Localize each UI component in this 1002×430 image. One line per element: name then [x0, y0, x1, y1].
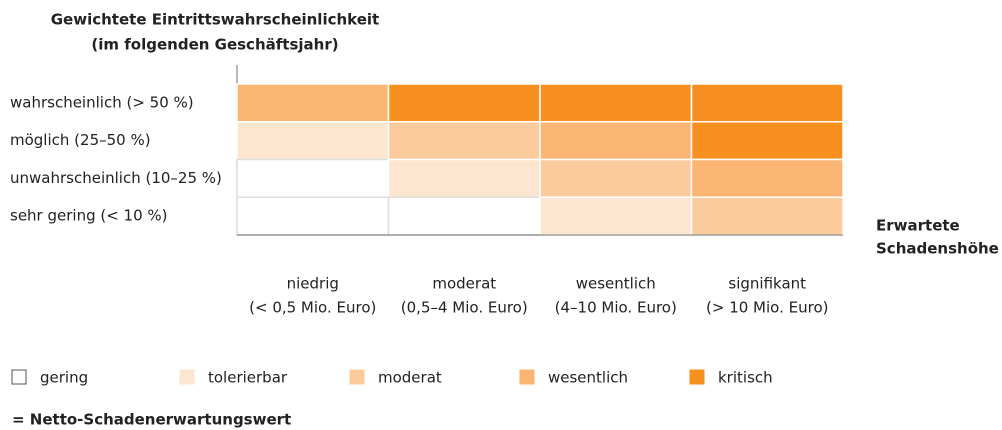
cell	[387, 121, 541, 161]
cell	[387, 158, 541, 198]
cell	[236, 83, 390, 123]
legend-label: gering	[40, 369, 88, 387]
cell	[539, 196, 693, 236]
column-label: wesentlich	[576, 275, 656, 293]
cell	[236, 158, 390, 198]
legend-label: moderat	[378, 369, 442, 387]
cell	[690, 83, 844, 123]
column-label: (4–10 Mio. Euro)	[555, 299, 677, 317]
column-label: niedrig	[287, 275, 339, 293]
cell	[387, 196, 541, 236]
cell	[690, 121, 844, 161]
cell	[539, 121, 693, 161]
column-label: moderat	[432, 275, 496, 293]
cell	[236, 196, 390, 236]
row-label: wahrscheinlich (> 50 %)	[10, 93, 194, 111]
legend-swatch	[11, 369, 27, 385]
column-label: (0,5–4 Mio. Euro)	[401, 299, 528, 317]
column-label: (> 10 Mio. Euro)	[706, 299, 828, 317]
cell	[690, 158, 844, 198]
cell	[236, 121, 390, 161]
legend-swatch	[519, 369, 535, 385]
cell	[539, 83, 693, 123]
title: Gewichtete Eintrittswahrscheinlichkeit	[51, 11, 379, 29]
legend-label: kritisch	[718, 369, 773, 387]
row-label: möglich (25–50 %)	[10, 131, 151, 149]
column-label: (< 0,5 Mio. Euro)	[249, 299, 376, 317]
cell	[539, 158, 693, 198]
legend-swatch	[179, 369, 195, 385]
legend-swatch	[349, 369, 365, 385]
row-label: sehr gering (< 10 %)	[10, 207, 168, 225]
legend-swatch	[689, 369, 705, 385]
x-axis-label: Schadenshöhe	[876, 240, 999, 258]
title: (im folgenden Geschäftsjahr)	[91, 36, 338, 54]
column-label: signifikant	[728, 275, 806, 293]
legend-label: tolerierbar	[208, 369, 288, 387]
cell	[387, 83, 541, 123]
cell	[690, 196, 844, 236]
footer: = Netto-Schadenerwartungswert	[12, 411, 291, 429]
row-label: unwahrscheinlich (10–25 %)	[10, 169, 222, 187]
x-axis-label: Erwartete	[876, 217, 960, 235]
legend-label: wesentlich	[548, 369, 628, 387]
